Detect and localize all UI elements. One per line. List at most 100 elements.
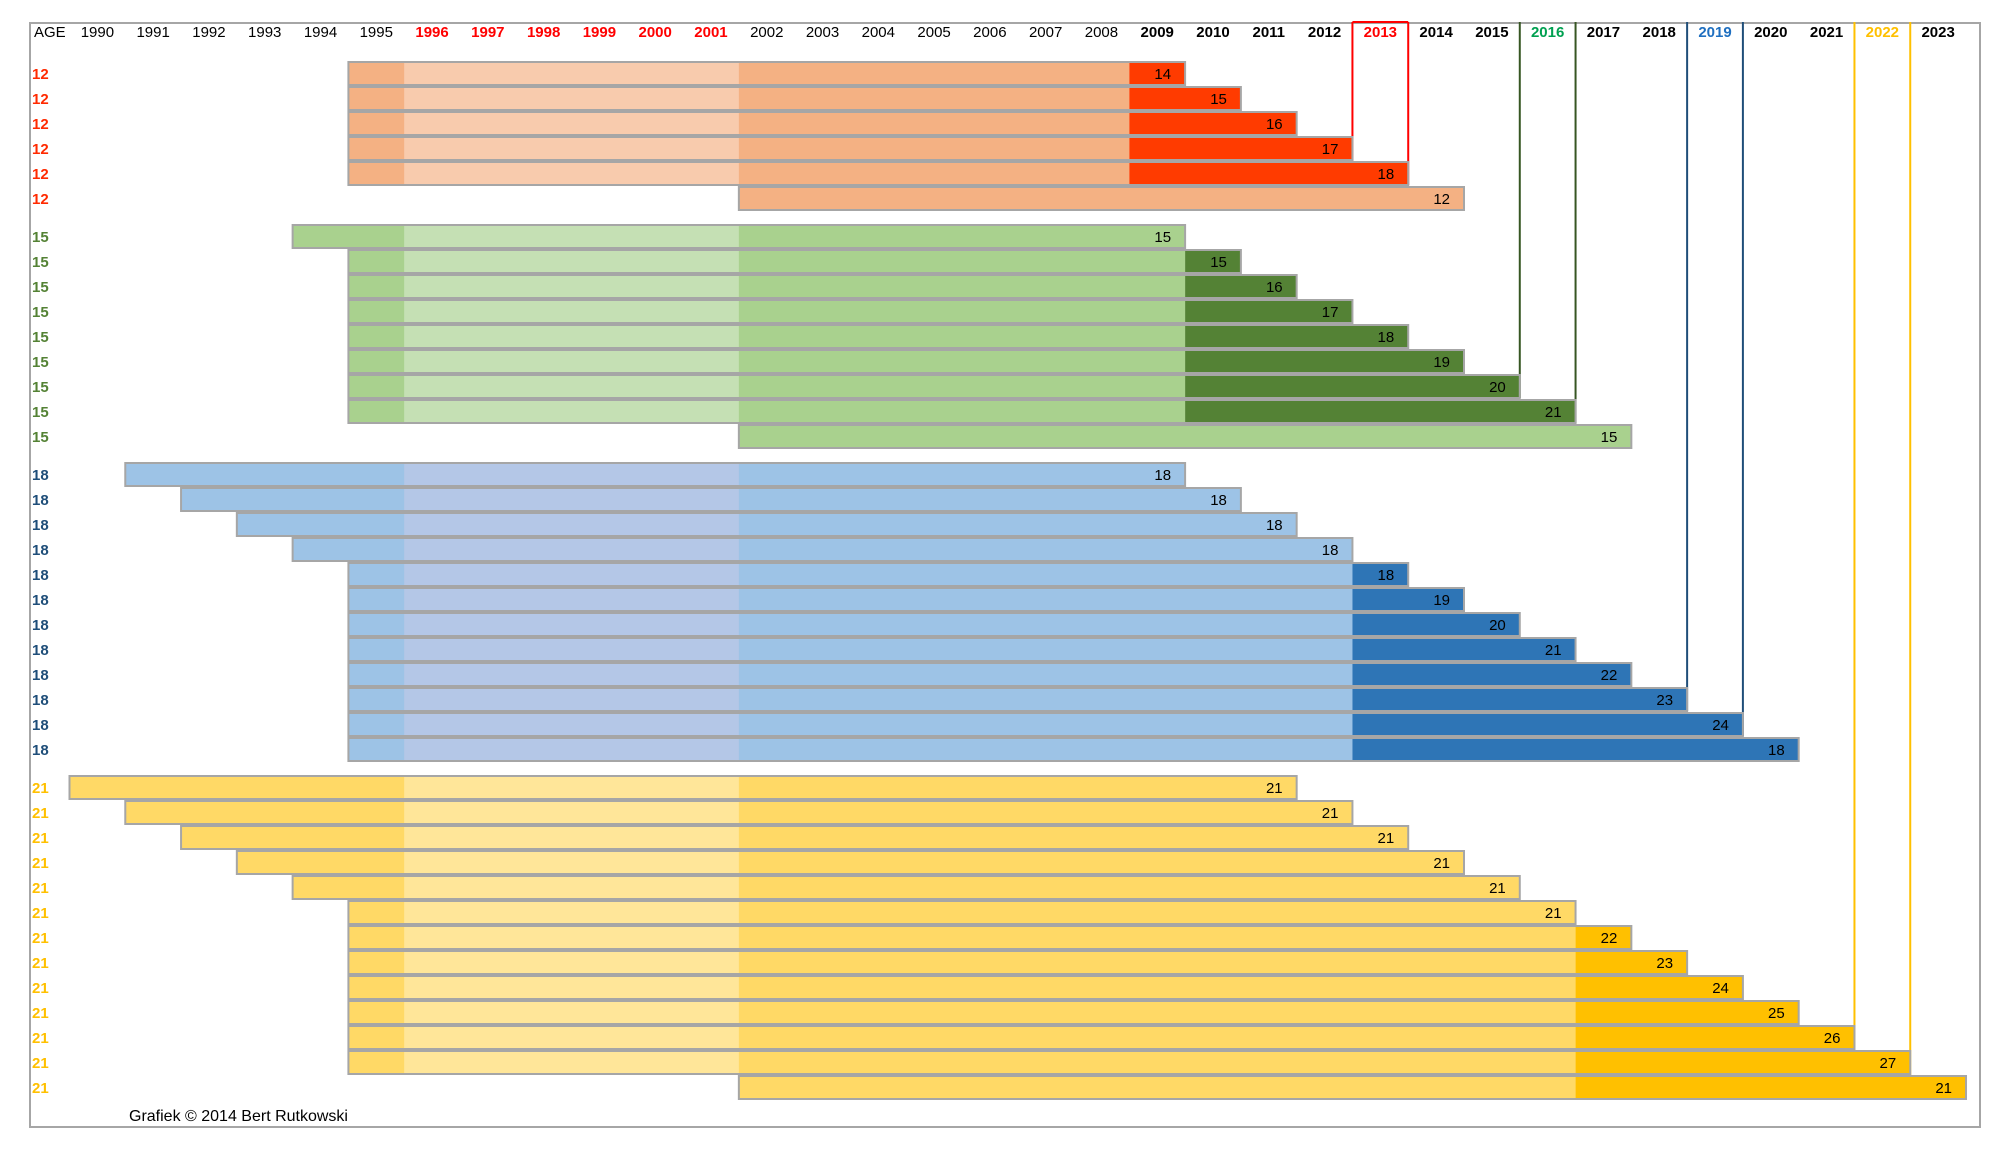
- row-age-label: 15: [32, 429, 49, 446]
- chart-frame: [29, 22, 1981, 1128]
- bar-data-label: 18: [1266, 517, 1283, 534]
- year-tick-label: 2019: [1698, 24, 1731, 41]
- bar-light-segment: [404, 663, 739, 686]
- bar-outline: [737, 186, 1465, 211]
- row-age-label: 21: [32, 980, 49, 997]
- bar-data-label: 16: [1266, 116, 1283, 133]
- year-tick-label: 1996: [415, 24, 448, 41]
- bar-outline: [347, 925, 1633, 950]
- row-age-label: 12: [32, 66, 49, 83]
- bar-outline: [347, 349, 1465, 374]
- year-tick-label: 2000: [639, 24, 672, 41]
- bar-light-segment: [404, 851, 739, 874]
- bar-light-segment: [404, 350, 739, 373]
- row-age-label: 18: [32, 517, 49, 534]
- bar-outline: [68, 775, 1298, 800]
- bar-data-label: 12: [1433, 191, 1450, 208]
- bar-data-label: 15: [1210, 91, 1227, 108]
- bar-end-segment: [1575, 1051, 1911, 1074]
- bar-light-segment: [404, 62, 739, 85]
- bar-data-label: 21: [1489, 880, 1506, 897]
- bar-outline: [347, 274, 1298, 299]
- bar-end-segment: [1185, 400, 1576, 423]
- bar-end-segment: [1185, 325, 1409, 348]
- bar-light-segment: [404, 951, 739, 974]
- bar-outline: [347, 86, 1242, 111]
- row-age-label: 21: [32, 855, 49, 872]
- bar-end-segment: [1129, 62, 1186, 85]
- bar-light-segment: [404, 225, 739, 248]
- bar-light-segment: [404, 250, 739, 273]
- bar-data-label: 21: [1545, 905, 1562, 922]
- row-age-label: 12: [32, 116, 49, 133]
- bar-end-segment: [1185, 300, 1353, 323]
- bar-outline: [347, 737, 1800, 762]
- bar-data-label: 18: [1768, 742, 1785, 759]
- bar-end-segment: [1185, 250, 1241, 273]
- bar-data-label: 21: [1935, 1080, 1952, 1097]
- year-tick-label: 2011: [1252, 24, 1285, 41]
- year-tick-label: 2023: [1921, 24, 1954, 41]
- year-tick-label: 2012: [1308, 24, 1341, 41]
- bar-outline: [347, 161, 1410, 186]
- year-tick-label: 2009: [1141, 24, 1174, 41]
- bar-data-label: 21: [1322, 805, 1339, 822]
- row-age-label: 15: [32, 279, 49, 296]
- year-tick-label: 2016: [1531, 24, 1564, 41]
- bar-outline: [291, 224, 1187, 249]
- row-age-label: 12: [32, 191, 49, 208]
- year-tick-label: 2006: [973, 24, 1006, 41]
- row-age-label: 18: [32, 542, 49, 559]
- row-age-label: 12: [32, 141, 49, 158]
- bar-end-segment: [1575, 1001, 1799, 1024]
- bar-light-segment: [404, 826, 739, 849]
- bar-data-label: 24: [1712, 980, 1729, 997]
- bar-light-segment: [404, 400, 739, 423]
- bar-data-label: 18: [1322, 542, 1339, 559]
- bar-outline: [180, 825, 1410, 850]
- bar-data-label: 24: [1712, 717, 1729, 734]
- bar-light-segment: [404, 638, 739, 661]
- bar-outline: [347, 950, 1689, 975]
- row-age-label: 15: [32, 254, 49, 271]
- bar-data-label: 21: [1545, 404, 1562, 421]
- bar-base-segment: [236, 513, 1297, 536]
- bar-data-label: 22: [1601, 667, 1618, 684]
- year-tick-label: 2003: [806, 24, 839, 41]
- bar-light-segment: [404, 613, 739, 636]
- bar-light-segment: [404, 713, 739, 736]
- bar-data-label: 18: [1378, 166, 1395, 183]
- bar-light-segment: [404, 588, 739, 611]
- row-age-label: 21: [32, 830, 49, 847]
- bar-outline: [124, 800, 1354, 825]
- year-tick-label: 2005: [917, 24, 950, 41]
- year-tick-label: 2021: [1810, 24, 1843, 41]
- bar-light-segment: [404, 688, 739, 711]
- bar-outline: [347, 587, 1465, 612]
- bar-end-segment: [1575, 951, 1688, 974]
- year-tick-label: 2007: [1029, 24, 1062, 41]
- bar-outline: [347, 1000, 1800, 1025]
- bar-data-label: 15: [1601, 429, 1618, 446]
- year-tick-label: 1995: [360, 24, 393, 41]
- bar-end-segment: [1185, 375, 1520, 398]
- row-age-label: 21: [32, 955, 49, 972]
- bar-data-label: 17: [1322, 304, 1339, 321]
- row-age-label: 18: [32, 467, 49, 484]
- bar-outline: [347, 299, 1354, 324]
- year-tick-label: 1993: [248, 24, 281, 41]
- year-tick-label: 1998: [527, 24, 560, 41]
- bar-end-segment: [1185, 350, 1464, 373]
- bar-light-segment: [404, 901, 739, 924]
- bar-light-segment: [404, 1051, 739, 1074]
- bar-end-segment: [1129, 87, 1241, 110]
- bar-end-segment: [1352, 738, 1799, 761]
- row-age-label: 18: [32, 642, 49, 659]
- age-header: AGE: [34, 24, 66, 41]
- row-age-label: 18: [32, 492, 49, 509]
- row-age-label: 21: [32, 805, 49, 822]
- bar-light-segment: [404, 162, 739, 185]
- bar-light-segment: [404, 1001, 739, 1024]
- year-tick-label: 1992: [192, 24, 225, 41]
- bar-outline: [347, 111, 1298, 136]
